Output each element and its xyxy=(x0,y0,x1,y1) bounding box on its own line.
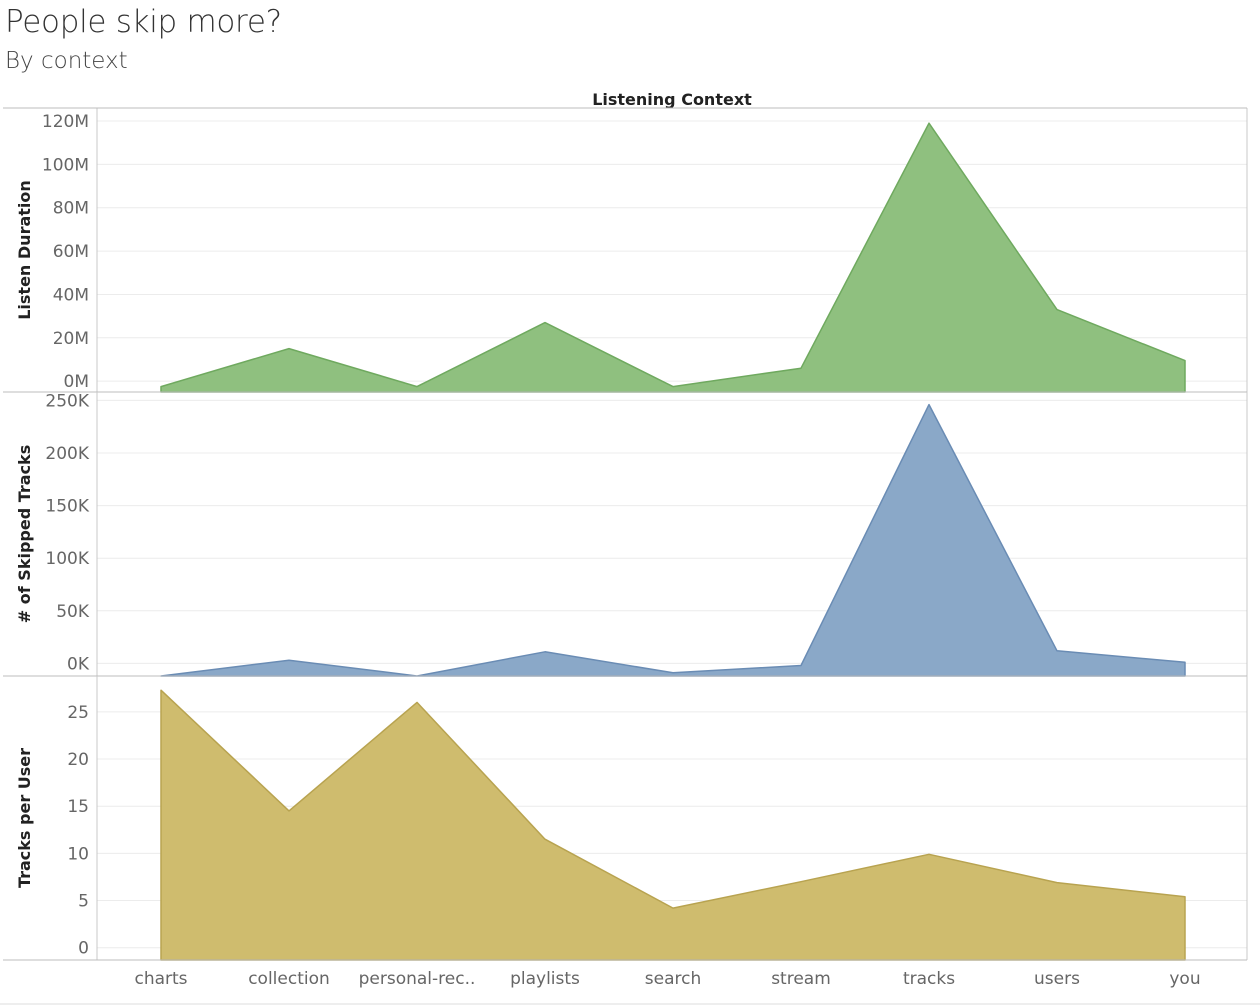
y-tick-label: 10 xyxy=(67,844,89,864)
y-tick-label: 120M xyxy=(42,112,89,132)
y-tick-label: 60M xyxy=(53,242,89,262)
y-tick-label: 80M xyxy=(53,199,89,219)
y-tick-label: 150K xyxy=(45,497,89,517)
y-tick-label: 0K xyxy=(67,654,90,674)
y-tick-label: 50K xyxy=(56,602,90,622)
x-tick-label: stream xyxy=(771,969,831,989)
x-tick-label: personal-rec.. xyxy=(359,969,476,989)
area-series xyxy=(160,122,1186,393)
x-axis: charts collection personal-rec.. playlists s… xyxy=(0,969,1260,1005)
x-tick-label: collection xyxy=(248,969,330,989)
y-tick-label: 20M xyxy=(53,329,89,349)
panel-2: 0K 50K 100K 150K 200K 250K # of Skipped Tracks xyxy=(3,391,1248,677)
y-tick-label: 200K xyxy=(45,444,89,464)
y-axis-title: Tracks per User xyxy=(15,748,34,888)
y-tick-label: 0 xyxy=(78,939,89,959)
y-tick-label: 100M xyxy=(42,155,89,175)
area-series xyxy=(160,689,1186,961)
panel-3: 0 5 10 15 20 25 Tracks per User xyxy=(3,676,1248,961)
column-header: Listening Context xyxy=(592,90,752,109)
y-tick-label: 5 xyxy=(78,892,89,912)
y-tick-label: 250K xyxy=(45,391,89,411)
chart-panels: 0M 20M 40M 60M 80M 100M 120M Listen Duration 0K 5… xyxy=(3,107,1248,961)
x-tick-label: users xyxy=(1034,969,1080,989)
y-axis-title: # of Skipped Tracks xyxy=(15,445,34,623)
y-tick-label: 20 xyxy=(67,750,89,770)
y-axis-title: Listen Duration xyxy=(15,180,34,320)
panel-1: 0M 20M 40M 60M 80M 100M 120M Listen Duration xyxy=(3,108,1248,393)
x-tick-label: you xyxy=(1169,969,1200,989)
page-title: People skip more? xyxy=(5,4,282,40)
y-tick-label: 100K xyxy=(45,549,89,569)
x-tick-label: tracks xyxy=(903,969,955,989)
page-subtitle: By context xyxy=(5,48,128,74)
y-tick-label: 0M xyxy=(64,372,89,392)
x-tick-label: search xyxy=(645,969,701,989)
area-series xyxy=(160,403,1186,677)
y-tick-label: 40M xyxy=(53,285,89,305)
y-tick-label: 25 xyxy=(67,703,89,723)
x-tick-label: charts xyxy=(134,969,187,989)
y-tick-label: 15 xyxy=(67,797,89,817)
x-tick-label: playlists xyxy=(510,969,580,989)
